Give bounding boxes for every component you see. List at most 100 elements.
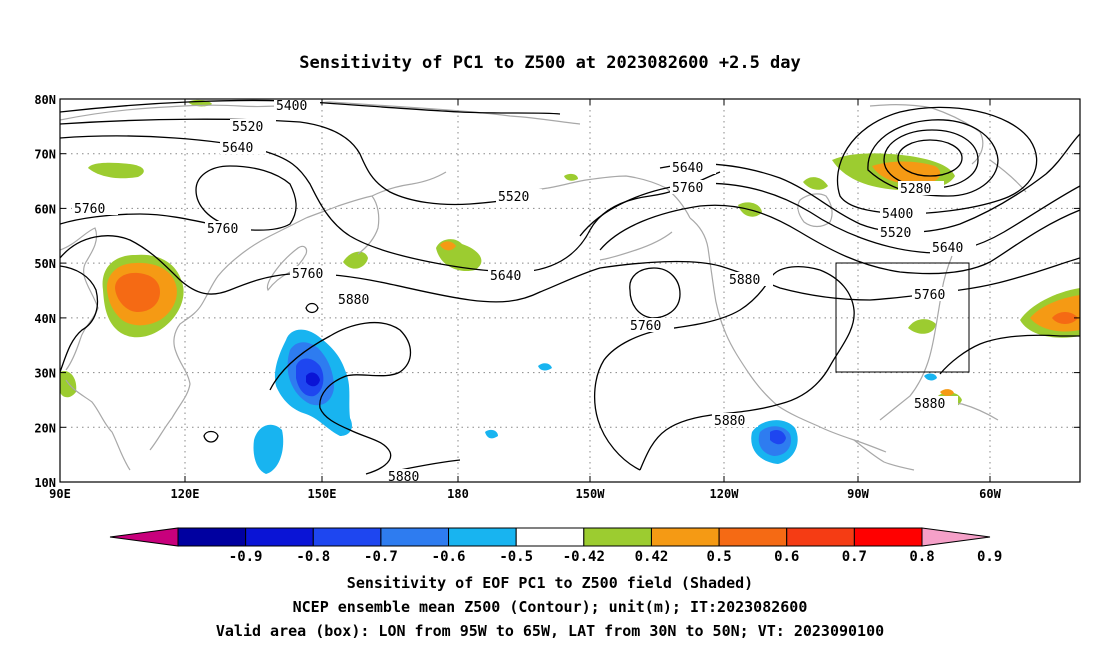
negative-area-philippine-sea <box>253 424 284 474</box>
colorbar-swatch <box>650 527 720 547</box>
contour-5520-west <box>60 118 541 206</box>
figure-title: Sensitivity of PC1 to Z500 at 2023082600… <box>299 53 801 73</box>
colorbar-swatch <box>786 527 855 547</box>
lat-label: 70N <box>34 148 56 162</box>
colorbar-swatch <box>718 527 788 547</box>
lon-label: 150W <box>576 487 606 501</box>
valid-area-box <box>835 262 970 373</box>
tick-marks <box>60 98 1080 482</box>
negative-area-caribbean <box>924 373 937 381</box>
contour-5400-west <box>60 99 561 115</box>
colorbar-swatch <box>583 527 652 547</box>
lat-label: 60N <box>34 202 56 216</box>
contour-label: 5400 <box>276 99 307 114</box>
map-panel: 5400 5520 5640 5760 5760 5520 5640 5760 … <box>34 93 1081 501</box>
coastline-japan <box>266 245 308 292</box>
lon-label: 90W <box>847 487 869 501</box>
contour-label: 5760 <box>207 222 238 237</box>
contour-labels: 5400 5520 5640 5760 5760 5520 5640 5760 … <box>72 98 976 485</box>
contour-label: 5760 <box>74 202 105 217</box>
footer-line-1: Sensitivity of EOF PC1 to Z500 field (Sh… <box>347 574 753 592</box>
contour-label: 5640 <box>932 241 963 256</box>
contour-label: 5760 <box>672 181 703 196</box>
colorbar-label: -0.7 <box>364 549 398 565</box>
colorbar-swatch <box>515 527 585 547</box>
contour-label: 5520 <box>498 190 529 205</box>
positive-core2-atlantic <box>1052 312 1078 324</box>
lon-label: 120E <box>171 487 200 501</box>
coastline-hudson <box>797 193 833 228</box>
colorbar-label: -0.5 <box>499 549 533 565</box>
positive-area-hudson <box>803 177 828 190</box>
contour-label: 5760 <box>292 267 323 282</box>
positive-area-siberia <box>88 162 144 179</box>
positive-core2-east-asia <box>115 272 160 312</box>
coastline-kamchatka <box>357 171 447 255</box>
colorbar-label: 0.5 <box>706 549 731 565</box>
lat-label: 20N <box>34 421 56 435</box>
contour-label: 5880 <box>338 293 369 308</box>
contour-label: 5400 <box>882 207 913 222</box>
lon-label: 90E <box>49 487 71 501</box>
contour-5760-north <box>599 204 1080 275</box>
negative-core2-east-pacific <box>770 430 786 445</box>
colorbar: -0.9 -0.8 -0.7 -0.6 -0.5 -0.42 0.42 0.5 0.6 0.7 0.… <box>109 527 1002 565</box>
footer-line-2: NCEP ensemble mean Z500 (Contour); unit(… <box>293 598 808 616</box>
contour-label: 5760 <box>914 288 945 303</box>
colorbar-label: -0.8 <box>296 549 330 565</box>
colorbar-label: 0.6 <box>774 549 799 565</box>
map-frame <box>59 98 1081 483</box>
colorbar-arrow-high <box>921 527 991 547</box>
colorbar-swatch <box>380 527 450 547</box>
contour-label: 5640 <box>672 161 703 176</box>
coastline-greenland <box>869 104 1027 193</box>
negative-area-hawaii <box>538 363 552 371</box>
colorbar-label: -0.42 <box>563 549 605 565</box>
lon-label: 120W <box>710 487 740 501</box>
positive-area-east-coast <box>908 319 936 334</box>
contour-5640-north <box>579 182 1080 254</box>
coastline-arctic <box>60 101 581 125</box>
colorbar-label: -0.6 <box>432 549 466 565</box>
contour-5760-left <box>60 265 99 373</box>
contour-label: 5880 <box>714 414 745 429</box>
contour-label: 5880 <box>914 397 945 412</box>
negative-core3-west-pacific <box>306 372 320 387</box>
lon-label: 60W <box>979 487 1001 501</box>
contour-5760-west <box>60 165 297 231</box>
colorbar-label: 0.8 <box>909 549 934 565</box>
positive-core-labrador <box>872 161 941 185</box>
lat-label: 30N <box>34 367 56 381</box>
lat-label: 80N <box>34 93 56 107</box>
contour-label: 5520 <box>232 120 263 135</box>
sensitivity-shading <box>60 99 1080 474</box>
contour-label: 5280 <box>900 182 931 197</box>
positive-area-kamchatka <box>343 251 368 269</box>
colorbar-swatch <box>853 527 923 547</box>
longitude-labels: 90E 120E 150E 180 150W 120W 90W 60W <box>49 487 1001 501</box>
contour-5880-atlantic <box>939 334 1080 375</box>
positive-area-west-edge <box>60 370 77 398</box>
colorbar-swatch <box>448 527 517 547</box>
footer-line-3: Valid area (box): LON from 95W to 65W, L… <box>216 622 884 640</box>
lat-label: 40N <box>34 312 56 326</box>
contour-label: 5640 <box>490 269 521 284</box>
colorbar-label: 0.42 <box>635 549 669 565</box>
contour-label: 5760 <box>630 319 661 334</box>
contour-small-closed-2 <box>203 430 219 443</box>
positive-core-bering <box>440 241 456 251</box>
colorbar-arrow-low <box>109 527 179 547</box>
positive-area-alaska <box>564 173 578 181</box>
coastline-asia <box>60 195 373 471</box>
colorbar-label: 0.9 <box>977 549 1002 565</box>
coastline-alaska <box>509 175 691 261</box>
coastlines <box>60 101 1027 471</box>
contour-label: 5880 <box>388 470 419 485</box>
lat-label: 50N <box>34 257 56 271</box>
z500-contours <box>60 99 1080 475</box>
colorbar-swatch <box>245 527 314 547</box>
negative-area-central-pacific <box>485 429 498 439</box>
lon-label: 180 <box>447 487 469 501</box>
lon-label: 150E <box>308 487 337 501</box>
